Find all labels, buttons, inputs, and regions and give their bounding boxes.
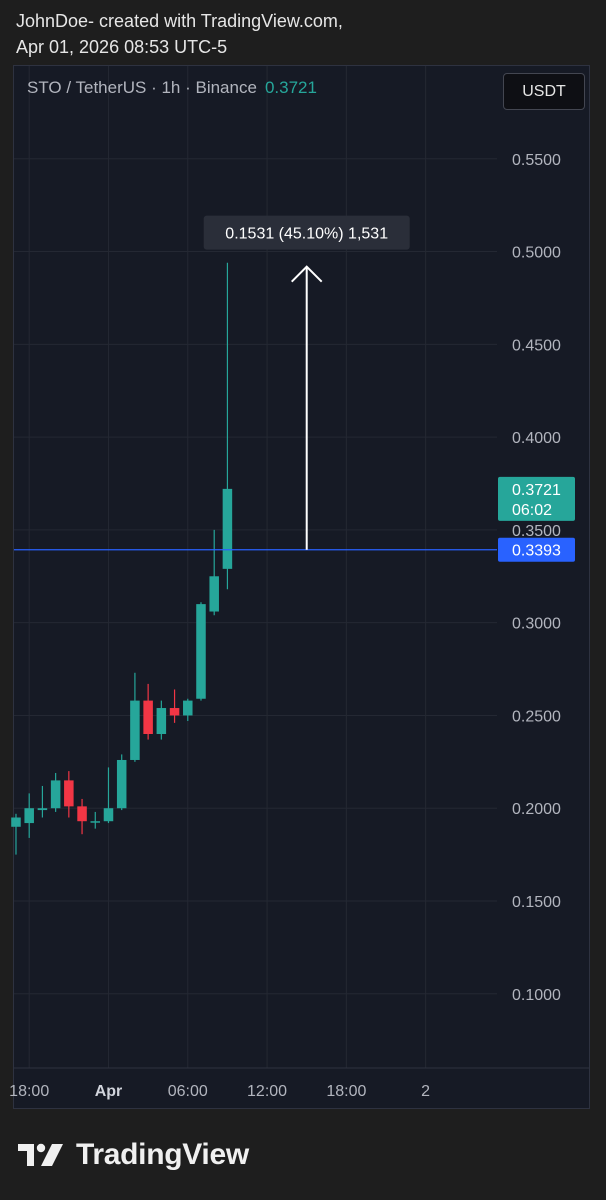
y-tick-label: 0.4500 — [512, 337, 561, 354]
credit-date-line: Apr 01, 2026 08:53 UTC-5 — [16, 37, 228, 57]
y-tick-label: 0.2500 — [512, 708, 561, 725]
x-tick-label: Apr — [95, 1083, 123, 1100]
measure-label-text: 0.1531 (45.10%) 1,531 — [225, 226, 388, 243]
candle-body — [143, 700, 153, 734]
candle-body — [222, 488, 233, 569]
candle-body — [37, 808, 48, 811]
tradingview-wordmark: TradingView — [76, 1138, 249, 1171]
y-tick-label: 0.1000 — [512, 987, 561, 1004]
candle-body — [50, 780, 61, 809]
last-price-tag — [498, 476, 575, 521]
y-tick-label: 0.5000 — [512, 245, 561, 262]
last-price-tag-value: 0.3721 — [512, 482, 561, 499]
chart-credit: JohnDoe- created with TradingView.com, A… — [16, 8, 343, 60]
y-tick-label: 0.2000 — [512, 801, 561, 818]
last-price-value: 0.3721 — [264, 78, 317, 97]
candle-body — [64, 780, 74, 807]
candle-body — [156, 708, 167, 734]
y-tick-label: 0.3000 — [512, 616, 561, 633]
x-tick-label: 12:00 — [247, 1083, 287, 1100]
symbol-legend[interactable]: STO / TetherUS · 1h · Binance 0.3721 — [27, 78, 317, 98]
tradingview-logo: TradingView — [16, 1138, 249, 1172]
candle-body — [116, 759, 127, 809]
x-tick-label: 2 — [421, 1083, 430, 1100]
x-tick-label: 06:00 — [168, 1083, 208, 1100]
candle-body — [77, 806, 87, 822]
candle-body — [169, 708, 180, 716]
y-tick-label: 0.1500 — [512, 894, 561, 911]
measure-arrow-head — [291, 265, 323, 283]
x-tick-label: 18:00 — [326, 1083, 366, 1100]
symbol-label: STO / TetherUS · 1h · Binance — [27, 78, 257, 97]
currency-button[interactable]: USDT — [503, 73, 585, 110]
candle-body — [90, 821, 101, 823]
candle-body — [11, 817, 21, 827]
tradingview-logo-icon — [18, 1143, 63, 1166]
y-tick-label: 0.4000 — [512, 430, 561, 447]
credit-author-line: JohnDoe- created with TradingView.com, — [16, 11, 343, 31]
y-tick-label: 0.3500 — [512, 523, 561, 540]
candle-body — [24, 808, 34, 824]
candle-body — [183, 700, 193, 716]
x-tick-label: 18:00 — [9, 1083, 49, 1100]
candle-body — [130, 700, 140, 760]
candle-body — [209, 576, 219, 612]
y-tick-label: 0.5500 — [512, 152, 561, 169]
candle-body — [103, 808, 114, 822]
horizontal-line-price-label: 0.3393 — [512, 543, 561, 560]
measure-label-box — [203, 215, 410, 250]
horizontal-line-price-tag — [498, 537, 575, 562]
candle-body — [196, 604, 206, 699]
last-price-countdown: 06:02 — [512, 502, 552, 519]
